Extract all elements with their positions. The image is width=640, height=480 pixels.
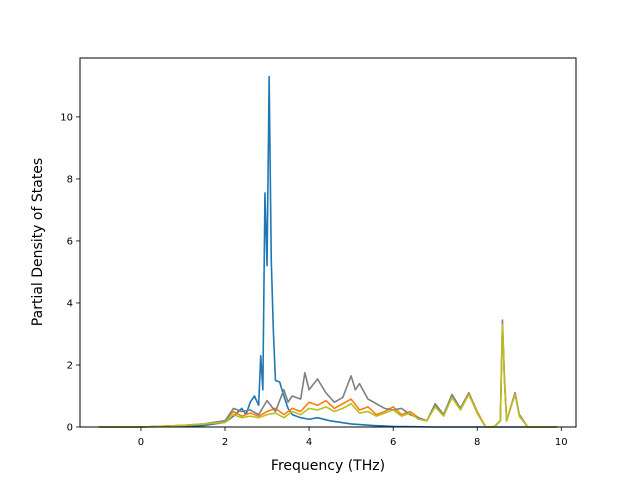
x-tick-label: 8 bbox=[474, 437, 480, 448]
y-tick-label: 0 bbox=[67, 423, 73, 434]
y-tick-label: 6 bbox=[67, 236, 73, 247]
series-line-4 bbox=[98, 323, 558, 428]
x-tick-label: 0 bbox=[138, 437, 144, 448]
axes-frame bbox=[79, 57, 577, 428]
y-tick-label: 4 bbox=[67, 298, 73, 309]
x-tick-label: 4 bbox=[306, 437, 312, 448]
y-tick-label: 10 bbox=[60, 112, 73, 123]
x-axis-label: Frequency (THz) bbox=[271, 458, 385, 474]
x-tick-label: 6 bbox=[390, 437, 396, 448]
y-tick-label: 8 bbox=[67, 174, 73, 185]
y-tick-label: 2 bbox=[67, 360, 73, 371]
y-axis-ticks: 0 2 4 6 8 10 bbox=[60, 112, 80, 434]
x-axis-ticks: 0 2 4 6 8 10 bbox=[138, 427, 568, 448]
x-tick-label: 2 bbox=[222, 437, 228, 448]
y-axis-label: Partial Density of States bbox=[30, 158, 46, 326]
x-tick-label: 10 bbox=[555, 437, 568, 448]
